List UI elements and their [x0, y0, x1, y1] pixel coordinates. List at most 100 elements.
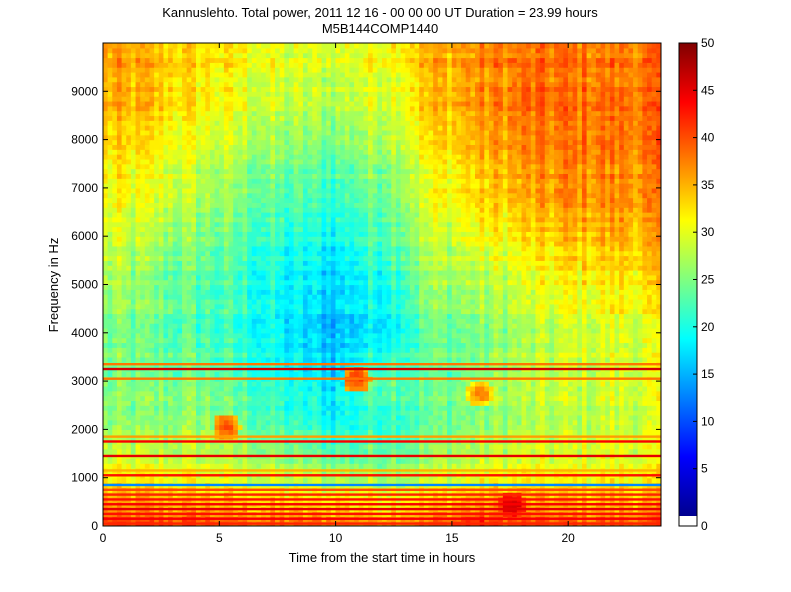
heatmap-cell	[130, 100, 137, 107]
heatmap-cell	[116, 414, 123, 421]
heatmap-cell	[209, 279, 216, 286]
heatmap-cell	[126, 57, 132, 63]
heatmap-cell	[200, 125, 206, 131]
heatmap-cell	[293, 183, 299, 189]
heatmap-cell	[289, 371, 295, 377]
heatmap-cell	[135, 202, 141, 208]
heatmap-cell	[126, 105, 132, 112]
heatmap-cell	[265, 212, 271, 218]
heatmap-cell	[237, 100, 244, 107]
heatmap-cell	[251, 245, 258, 252]
heatmap-cell	[265, 178, 271, 184]
heatmap-cell	[302, 332, 309, 339]
heatmap-cell	[163, 313, 169, 319]
heatmap-cell	[103, 279, 109, 286]
heatmap-cell	[112, 197, 118, 203]
heatmap-cell	[256, 76, 262, 83]
heatmap-cell	[144, 62, 151, 68]
heatmap-cell	[237, 125, 244, 131]
heatmap-cell	[330, 245, 337, 252]
heatmap-cell	[219, 390, 225, 397]
heatmap-cell	[163, 332, 169, 339]
heatmap-cell	[116, 134, 123, 141]
heatmap-cell	[275, 76, 281, 83]
heatmap-cell	[270, 226, 276, 232]
heatmap-cell	[284, 76, 290, 83]
heatmap-cell	[214, 303, 220, 310]
heatmap-cell	[330, 279, 337, 286]
heatmap-cell	[168, 231, 174, 237]
heatmap-cell	[270, 129, 276, 136]
heatmap-cell	[121, 270, 127, 276]
heatmap-cell	[316, 144, 323, 150]
heatmap-cell	[330, 429, 337, 435]
heatmap-cell	[307, 144, 313, 150]
heatmap-cell	[196, 81, 202, 88]
heatmap-cell	[293, 57, 299, 63]
heatmap-cell	[172, 192, 178, 199]
heatmap-cell	[330, 236, 337, 242]
heatmap-cell	[196, 187, 202, 194]
heatmap-cell	[191, 105, 197, 112]
heatmap-cell	[284, 197, 290, 203]
heatmap-cell	[135, 414, 141, 421]
heatmap-cell	[121, 163, 127, 170]
heatmap-cell	[237, 448, 244, 455]
heatmap-cell	[172, 429, 178, 435]
heatmap-cell	[261, 260, 267, 266]
heatmap-cell	[326, 221, 332, 228]
heatmap-cell	[237, 284, 244, 290]
heatmap-cell	[312, 356, 318, 363]
heatmap-cell	[270, 405, 276, 411]
heatmap-cell	[168, 347, 174, 353]
heatmap-cell	[149, 308, 155, 315]
heatmap-cell	[116, 443, 123, 450]
heatmap-cell	[289, 221, 295, 228]
heatmap-cell	[112, 274, 118, 281]
heatmap-cell	[200, 173, 206, 179]
heatmap-cell	[168, 381, 174, 387]
heatmap-cell	[307, 81, 313, 88]
heatmap-cell	[168, 458, 174, 464]
heatmap-cell	[223, 463, 230, 469]
heatmap-cell	[270, 424, 276, 430]
heatmap-cell	[103, 216, 109, 223]
heatmap-cell	[242, 308, 248, 315]
heatmap-cell	[284, 100, 290, 107]
heatmap-cell	[149, 419, 155, 426]
heatmap-cell	[186, 342, 192, 348]
heatmap-cell	[103, 356, 109, 363]
heatmap-cell	[242, 115, 248, 121]
heatmap-cell	[279, 405, 285, 411]
heatmap-cell	[191, 192, 197, 199]
heatmap-cell	[121, 154, 127, 160]
heatmap-cell	[209, 71, 216, 78]
heatmap-cell	[149, 221, 155, 228]
heatmap-cell	[182, 313, 188, 319]
heatmap-cell	[121, 419, 127, 426]
heatmap-cell	[121, 371, 127, 377]
heatmap-cell	[163, 458, 169, 464]
heatmap-cell	[261, 129, 267, 136]
heatmap-cell	[307, 337, 313, 344]
heatmap-cell	[182, 226, 188, 232]
heatmap-cell	[172, 347, 178, 353]
heatmap-cell	[326, 414, 332, 421]
heatmap-cell	[289, 158, 295, 165]
heatmap-cell	[172, 149, 178, 155]
heatmap-cell	[191, 115, 197, 121]
heatmap-cell	[163, 265, 169, 271]
heatmap-cell	[298, 192, 304, 199]
heatmap-cell	[219, 149, 225, 155]
heatmap-cell	[293, 86, 299, 92]
heatmap-cell	[149, 67, 155, 73]
heatmap-cell	[205, 458, 211, 464]
heatmap-cell	[265, 390, 271, 397]
heatmap-cell	[182, 202, 188, 208]
heatmap-cell	[247, 173, 253, 179]
heatmap-cell	[233, 120, 239, 126]
heatmap-cell	[130, 255, 137, 261]
heatmap-cell	[307, 96, 313, 102]
heatmap-cell	[275, 57, 281, 63]
heatmap-cell	[135, 139, 141, 146]
